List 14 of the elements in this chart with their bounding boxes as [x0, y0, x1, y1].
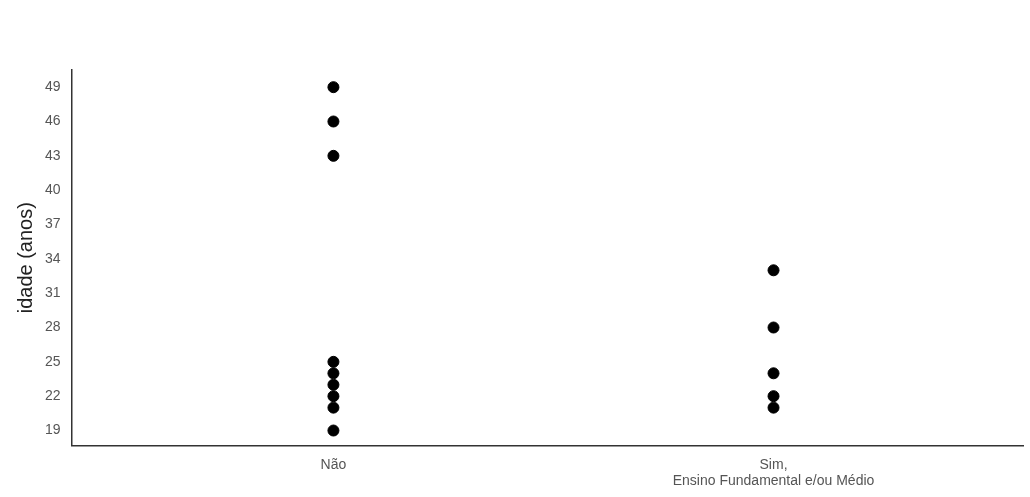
y-tick-label: 19: [44, 421, 61, 438]
y-tick-label: 34: [44, 249, 61, 266]
y-tick-label: 49: [44, 78, 61, 95]
y-tick-label: 43: [44, 146, 61, 163]
y-tick-label: 46: [44, 112, 61, 129]
y-tick-label: 22: [44, 387, 61, 404]
y-axis-title: idade (anos): [13, 202, 36, 314]
x-tick-label: Sim, Ensino Fundamental e/ou Médio: [672, 455, 875, 489]
y-tick-label: 31: [44, 284, 61, 301]
y-tick-label: 28: [44, 318, 61, 335]
x-tick-label: Não: [320, 455, 347, 472]
y-tick-label: 25: [44, 352, 61, 369]
y-tick-label: 40: [44, 181, 61, 198]
y-tick-label: 37: [44, 215, 61, 232]
